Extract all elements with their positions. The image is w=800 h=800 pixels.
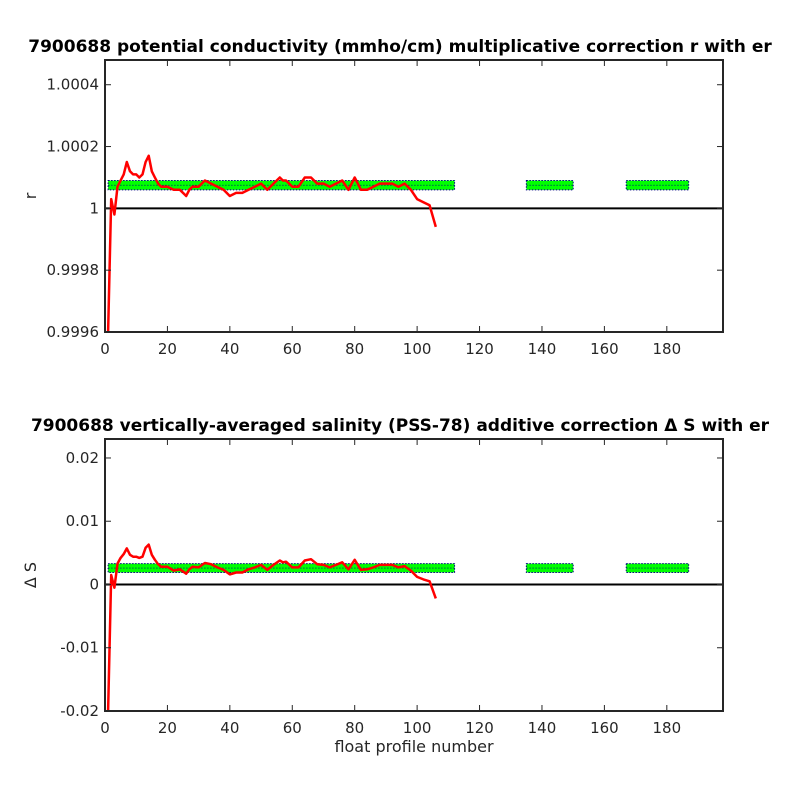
x-tick-label: 40 [220,340,239,358]
x-tick-label: 100 [403,340,432,358]
x-tick-label: 80 [345,340,364,358]
x-tick-label: 140 [528,719,557,737]
y-tick-label: 1.0004 [47,76,100,94]
x-tick-label: 60 [283,340,302,358]
x-axis-label: float profile number [334,737,494,756]
x-tick-label: 0 [100,719,110,737]
x-tick-label: 180 [652,719,681,737]
x-tick-label: 160 [590,719,619,737]
correction-series-line [106,543,437,711]
chart-conductivity-correction: 7900688 potential conductivity (mmho/cm)… [21,37,772,358]
y-tick-label: 0.9996 [47,323,100,341]
x-tick-label: 160 [590,340,619,358]
x-tick-label: 180 [652,340,681,358]
x-tick-label: 140 [528,340,557,358]
chart-salinity-correction: 7900688 vertically-averaged salinity (PS… [21,416,770,756]
y-tick-label: 0.01 [66,512,99,530]
x-tick-label: 80 [345,719,364,737]
y-tick-label: 0.9998 [47,261,100,279]
x-tick-label: 40 [220,719,239,737]
error-band-segment [525,563,574,573]
x-tick-label: 120 [465,719,494,737]
plot-frame [104,59,724,333]
y-axis-label: r [21,192,40,199]
x-tick-label: 100 [403,719,432,737]
y-tick-label: 0 [89,575,99,593]
x-tick-label: 0 [100,340,110,358]
y-tick-label: -0.02 [60,702,99,720]
error-band-segment [525,180,574,191]
plot-frame [104,438,724,712]
correction-series-line [106,154,438,332]
chart-title: 7900688 vertically-averaged salinity (PS… [31,416,770,436]
y-tick-label: 0.02 [66,449,99,467]
y-tick-label: 1.0002 [47,138,100,156]
error-band-segment [107,180,456,191]
y-tick-label: 1 [89,199,99,217]
chart-title: 7900688 potential conductivity (mmho/cm)… [28,37,772,57]
x-tick-label: 120 [465,340,494,358]
y-axis-label: Δ S [21,562,40,588]
x-tick-label: 20 [158,340,177,358]
y-tick-label: -0.01 [60,639,99,657]
x-tick-label: 60 [283,719,302,737]
x-tick-label: 20 [158,719,177,737]
